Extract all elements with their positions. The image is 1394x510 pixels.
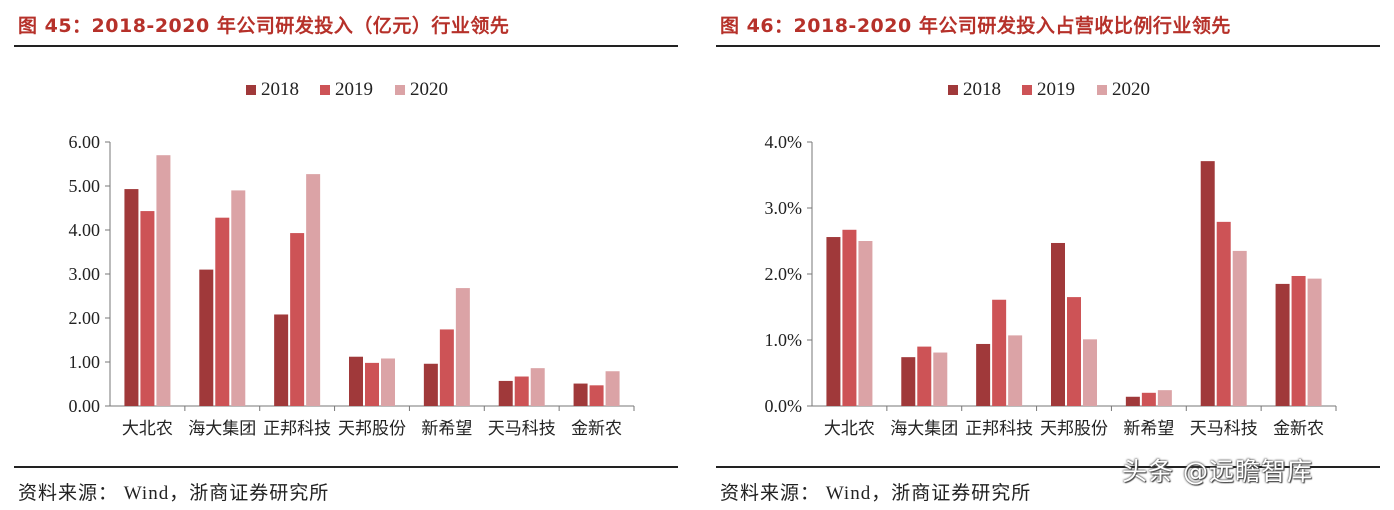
bar-2018 xyxy=(1275,283,1290,406)
bar-2019 xyxy=(365,362,379,406)
bar-2020 xyxy=(1232,250,1247,406)
bar-2018 xyxy=(826,237,841,406)
figure-45-source: 资料来源： Wind，浙商证券研究所 xyxy=(18,483,330,504)
x-tick-label: 天马科技 xyxy=(488,419,556,439)
legend-label-2019: 2019 xyxy=(1037,79,1075,100)
bar-2018 xyxy=(124,189,139,406)
y-tick-label: 0.00 xyxy=(69,396,101,416)
bar-2018 xyxy=(199,269,214,406)
legend-label-2018: 2018 xyxy=(963,79,1001,100)
legend-swatch-2020 xyxy=(395,85,405,95)
y-tick-label: 4.00 xyxy=(69,220,101,240)
x-tick-label: 新希望 xyxy=(1123,419,1174,439)
y-tick-label: 3.00 xyxy=(69,264,101,284)
bar-2020 xyxy=(858,241,873,406)
bar-2020 xyxy=(156,155,171,406)
figure-45-top-rule xyxy=(14,45,678,47)
x-tick-label: 金新农 xyxy=(571,419,622,439)
bar-2020 xyxy=(455,288,470,406)
bar-2018 xyxy=(976,343,991,406)
x-tick-label: 大北农 xyxy=(824,419,875,439)
y-tick-label: 6.00 xyxy=(69,132,101,152)
bar-2020 xyxy=(1008,335,1023,406)
legend-swatch-2019 xyxy=(320,85,330,95)
x-tick-label: 天马科技 xyxy=(1190,419,1258,439)
bar-2018 xyxy=(498,380,513,406)
bar-2018 xyxy=(901,357,916,406)
y-tick-label: 2.0% xyxy=(765,264,803,284)
bar-2020 xyxy=(605,371,620,406)
x-tick-label: 金新农 xyxy=(1273,419,1324,439)
bar-2019 xyxy=(1216,221,1231,406)
legend-label-2019: 2019 xyxy=(335,79,373,100)
bar-2019 xyxy=(215,217,230,406)
y-tick-label: 0.0% xyxy=(765,396,803,416)
bar-2019 xyxy=(1141,392,1156,406)
x-tick-label: 海大集团 xyxy=(188,419,256,439)
y-tick-label: 4.0% xyxy=(765,132,803,152)
y-tick-label: 5.00 xyxy=(69,176,101,196)
bar-2019 xyxy=(589,385,604,406)
figure-46-source: 资料来源： Wind，浙商证券研究所 xyxy=(720,483,1032,504)
figure-45-bottom-rule xyxy=(14,466,678,468)
figure-46-bottom-rule xyxy=(716,466,1380,468)
rd-investment-chart: 2018 2019 2020 0.00 1.00 2.00 3.00 4.00 5.00 6.00… xyxy=(69,79,635,439)
bar-2020 xyxy=(1307,278,1322,406)
y-tick-label: 1.0% xyxy=(765,330,803,350)
bar-2019 xyxy=(140,211,155,406)
bar-2019 xyxy=(992,299,1007,406)
legend-swatch-2020 xyxy=(1097,85,1107,95)
x-tick-label: 天邦股份 xyxy=(1040,419,1108,439)
figure-45-panel: 图 45：2018-2020 年公司研发投入（亿元）行业领先 2018 2019 2… xyxy=(14,0,678,510)
x-tick-label: 正邦科技 xyxy=(263,419,331,439)
figure-45-title: 图 45：2018-2020 年公司研发投入（亿元）行业领先 xyxy=(18,15,510,37)
bar-2020 xyxy=(381,358,395,406)
bar-2020 xyxy=(231,190,246,406)
x-tick-label: 大北农 xyxy=(122,419,173,439)
y-tick-label: 3.0% xyxy=(765,198,803,218)
y-tick-label: 1.00 xyxy=(69,352,101,372)
x-tick-label: 新希望 xyxy=(421,419,472,439)
bar-2020 xyxy=(306,174,321,406)
x-tick-label: 天邦股份 xyxy=(338,419,406,439)
bar-2020 xyxy=(1157,390,1172,406)
legend-label-2020: 2020 xyxy=(1112,79,1150,100)
x-tick-label: 正邦科技 xyxy=(965,419,1033,439)
bar-2018 xyxy=(1200,161,1215,406)
bar-2019 xyxy=(917,346,932,406)
figure-46-title: 图 46：2018-2020 年公司研发投入占营收比例行业领先 xyxy=(720,15,1231,37)
legend-swatch-2018 xyxy=(948,85,958,95)
legend-label-2020: 2020 xyxy=(410,79,448,100)
bar-2018 xyxy=(349,356,363,406)
rd-ratio-chart: 2018 2019 2020 0.0% 1.0% 2.0% 3.0% 4.0% 大北农 海大集团正… xyxy=(765,79,1337,439)
legend-swatch-2018 xyxy=(246,85,256,95)
bar-2019 xyxy=(514,376,529,406)
watermark: 头条 @远瞻智库 xyxy=(1122,457,1313,486)
bar-2020 xyxy=(1083,339,1097,406)
bar-2019 xyxy=(290,233,305,406)
bar-2019 xyxy=(1291,275,1306,406)
bar-2019 xyxy=(842,229,857,406)
bar-2018 xyxy=(1051,242,1065,406)
bar-2020 xyxy=(933,352,948,406)
bar-2019 xyxy=(1067,297,1081,406)
figure-46-panel: 图 46：2018-2020 年公司研发投入占营收比例行业领先 2018 2019… xyxy=(716,0,1380,510)
bar-2018 xyxy=(1125,396,1140,406)
legend-label-2018: 2018 xyxy=(261,79,299,100)
legend-swatch-2019 xyxy=(1022,85,1032,95)
x-tick-label: 海大集团 xyxy=(890,419,958,439)
bar-2018 xyxy=(573,383,588,406)
bar-2018 xyxy=(423,363,438,406)
bar-2019 xyxy=(439,329,454,406)
figure-46-top-rule xyxy=(716,45,1380,47)
y-tick-label: 2.00 xyxy=(69,308,101,328)
bar-2018 xyxy=(274,314,289,406)
bar-2020 xyxy=(530,368,545,406)
